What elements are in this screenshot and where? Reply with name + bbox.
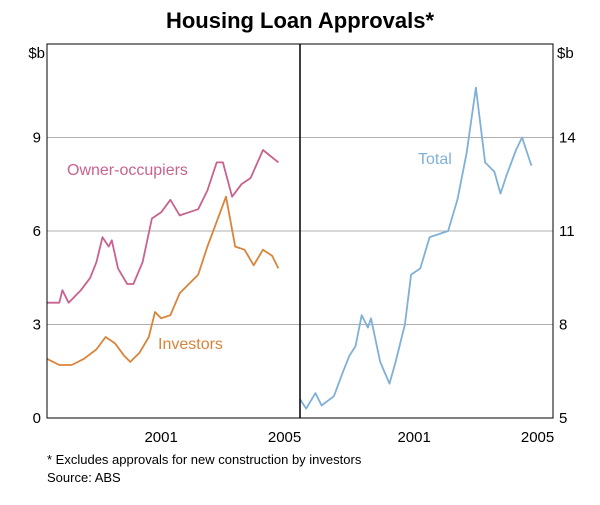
y-tick-label: 9 <box>33 130 41 147</box>
x-tick-label: 2005 <box>521 429 554 446</box>
y-tick-label: 11 <box>559 223 575 240</box>
chart-title: Housing Loan Approvals* <box>166 8 435 33</box>
y-unit: $b <box>557 45 574 62</box>
y-tick-label: 5 <box>559 410 567 427</box>
x-tick-label: 2005 <box>268 429 301 446</box>
series-line <box>47 149 279 304</box>
y-tick-label: 6 <box>33 223 41 240</box>
series-label: Total <box>418 151 452 168</box>
y-tick-label: 14 <box>559 130 576 147</box>
y-unit: $b <box>28 45 45 62</box>
y-tick-label: 8 <box>559 317 567 334</box>
series-label: Owner-occupiers <box>67 162 188 179</box>
y-tick-label: 3 <box>33 317 41 334</box>
series-label: Investors <box>158 336 223 353</box>
y-tick-label: 0 <box>33 410 41 427</box>
source: Source: ABS <box>47 470 121 485</box>
x-tick-label: 2001 <box>144 429 177 446</box>
series-line <box>46 195 280 366</box>
series-line <box>299 86 533 410</box>
footnote: * Excludes approvals for new constructio… <box>47 452 362 467</box>
x-tick-label: 2001 <box>397 429 430 446</box>
